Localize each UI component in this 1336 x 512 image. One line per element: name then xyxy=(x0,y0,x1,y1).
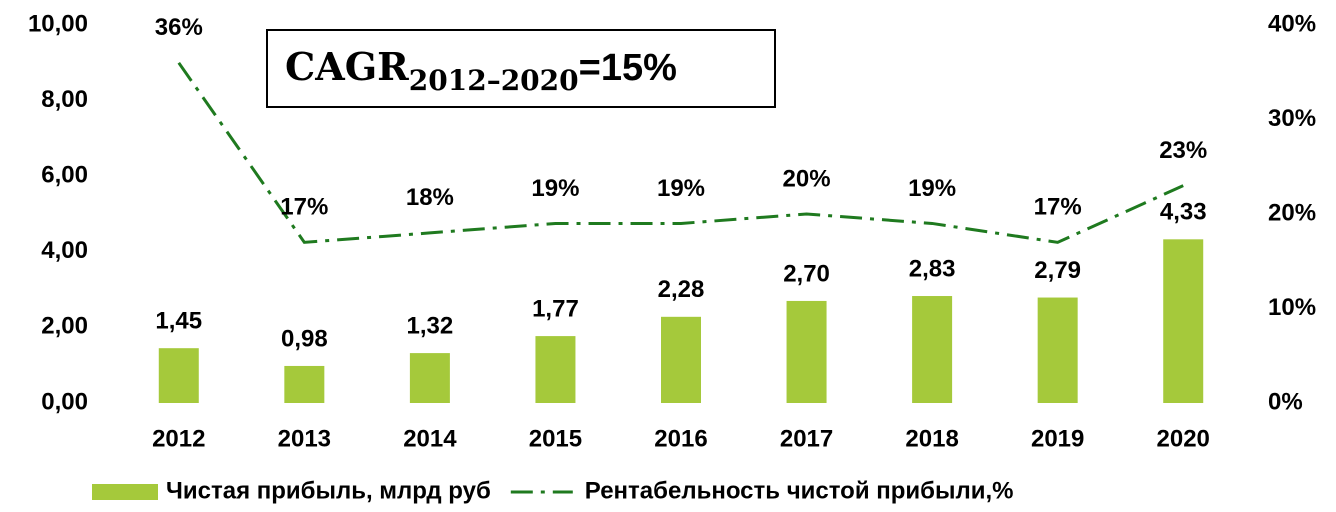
x-tick-label: 2015 xyxy=(529,425,582,452)
data-label: 4,33 xyxy=(1160,199,1207,226)
legend-label: Рентабельность чистой прибыли,% xyxy=(585,477,1014,504)
y-tick-label: 6,00 xyxy=(41,162,88,189)
data-label: 2,70 xyxy=(783,260,830,287)
x-tick-label: 2016 xyxy=(654,425,707,452)
data-label: 1,77 xyxy=(532,295,579,322)
bar xyxy=(661,316,701,403)
data-label: 1,32 xyxy=(407,312,454,339)
x-tick-label: 2018 xyxy=(905,425,958,452)
x-tick-label: 2019 xyxy=(1031,425,1084,452)
data-label: 0,98 xyxy=(281,325,328,352)
y2-tick-label: 0% xyxy=(1268,388,1303,415)
x-tick-label: 2017 xyxy=(780,425,833,452)
annotation-text: CAGR xyxy=(285,44,409,89)
legend-swatch xyxy=(92,484,158,500)
y2-tick-label: 40% xyxy=(1268,10,1316,37)
y2-tick-label: 30% xyxy=(1268,105,1316,132)
annotation: CAGR2012–2020=15% xyxy=(285,44,677,97)
data-label: 19% xyxy=(531,175,579,202)
bar xyxy=(535,336,576,403)
annotation-subscript: 2012–2020 xyxy=(409,64,579,97)
bar xyxy=(786,300,827,403)
y-tick-label: 10,00 xyxy=(28,10,88,37)
bar xyxy=(409,353,450,403)
y-tick-label: 0,00 xyxy=(41,388,88,415)
bar xyxy=(1037,297,1078,403)
x-tick-label: 2014 xyxy=(403,425,457,452)
bar xyxy=(158,348,199,403)
bar xyxy=(912,296,953,403)
data-label: 17% xyxy=(1034,194,1082,221)
data-label: 2,83 xyxy=(909,255,956,282)
x-tick-label: 2020 xyxy=(1157,425,1210,452)
data-label: 23% xyxy=(1159,137,1207,164)
data-label: 17% xyxy=(280,194,328,221)
x-tick-label: 2012 xyxy=(152,425,205,452)
annotation-box xyxy=(266,29,776,108)
data-label: 2,28 xyxy=(658,276,705,303)
y2-tick-label: 20% xyxy=(1268,199,1316,226)
data-label: 18% xyxy=(406,184,454,211)
line xyxy=(177,61,1184,244)
y2-tick-label: 10% xyxy=(1268,294,1316,321)
bar xyxy=(284,365,325,403)
data-label: 19% xyxy=(657,175,705,202)
x-tick-label: 2013 xyxy=(278,425,331,452)
bar xyxy=(1163,239,1204,403)
annotation-suffix: =15% xyxy=(579,47,677,89)
y-tick-label: 2,00 xyxy=(41,313,88,340)
y-tick-label: 8,00 xyxy=(41,86,88,113)
data-label: 2,79 xyxy=(1034,257,1081,284)
data-label: 20% xyxy=(783,165,831,192)
data-label: 19% xyxy=(908,175,956,202)
y-tick-label: 4,00 xyxy=(41,237,88,264)
data-label: 1,45 xyxy=(155,308,202,335)
legend-label: Чистая прибыль, млрд руб xyxy=(166,477,491,504)
data-label: 36% xyxy=(155,14,203,41)
